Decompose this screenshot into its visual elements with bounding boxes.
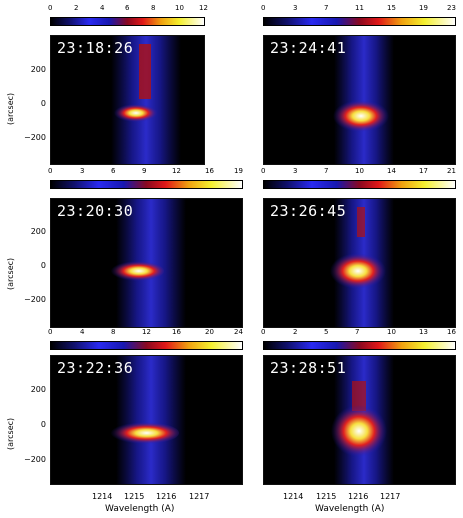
spectral-image-3: 23:20:30 <box>50 198 243 328</box>
cbar-tick-label: 4 <box>100 4 105 12</box>
x-axis-label-left: Wavelength (A) <box>105 504 175 514</box>
cbar-tick-label: 16 <box>205 167 214 175</box>
spectral-image-1: 23:18:26 <box>50 35 205 165</box>
cbar-tick-label: 6 <box>111 167 116 175</box>
spectral-image-4: 23:26:45 <box>263 198 456 328</box>
cbar-tick-label: 3 <box>293 167 298 175</box>
cbar-tick-label: 24 <box>234 328 243 336</box>
spectral-image-6: 23:28:51 <box>263 355 456 485</box>
cbar-tick-label: 12 <box>172 167 181 175</box>
cbar-tick-label: 16 <box>172 328 181 336</box>
intensity-map-3 <box>108 199 186 327</box>
x-tick: 1215 <box>124 492 145 501</box>
cbar-tick-label: 3 <box>80 167 85 175</box>
x-axis-label-right: Wavelength (A) <box>315 504 385 514</box>
cbar-tick-label: 9 <box>142 167 147 175</box>
cbar-tick-label: 7 <box>324 4 329 12</box>
cbar-tick-label: 14 <box>387 167 396 175</box>
cbar-tick-label: 12 <box>142 328 151 336</box>
cbar-tick-label: 15 <box>387 4 396 12</box>
x-tick: 1216 <box>348 492 369 501</box>
colorbar-5 <box>50 341 243 350</box>
cbar-tick-label: 12 <box>199 4 208 12</box>
y-tick: 0 <box>40 99 46 108</box>
y-axis-label-row1: (arcsec) <box>6 92 15 125</box>
y-tick: 200 <box>30 385 46 394</box>
cbar-tick-label: 0 <box>48 167 53 175</box>
spectral-image-5: 23:22:36 <box>50 355 243 485</box>
cbar-tick-label: 0 <box>48 328 53 336</box>
timestamp: 23:20:30 <box>57 202 134 220</box>
spectral-image-2: 23:24:41 <box>263 35 456 165</box>
y-tick: 0 <box>40 261 46 270</box>
cbar-tick-label: 17 <box>419 167 428 175</box>
colorbar-2 <box>263 17 456 26</box>
colorbar-1 <box>50 17 205 26</box>
colorbar-4 <box>263 180 456 189</box>
x-tick: 1216 <box>156 492 177 501</box>
cbar-tick-label: 3 <box>293 4 298 12</box>
cbar-tick-label: 0 <box>261 4 266 12</box>
timestamp: 23:26:45 <box>270 202 347 220</box>
cbar-tick-label: 5 <box>324 328 329 336</box>
x-tick: 1217 <box>380 492 401 501</box>
cbar-tick-label: 0 <box>261 167 266 175</box>
cbar-tick-label: 0 <box>48 4 53 12</box>
intensity-map-1 <box>111 36 181 164</box>
y-tick: −200 <box>24 455 46 464</box>
y-tick: 200 <box>30 227 46 236</box>
colorbar-3 <box>50 180 243 189</box>
cbar-tick-label: 2 <box>74 4 79 12</box>
cbar-tick-label: 23 <box>447 4 456 12</box>
cbar-tick-label: 0 <box>261 328 266 336</box>
cbar-tick-label: 8 <box>111 328 116 336</box>
y-axis-label-row2: (arcsec) <box>6 257 15 290</box>
intensity-map-6 <box>331 356 394 484</box>
intensity-map-4 <box>330 199 394 327</box>
cbar-tick-label: 16 <box>447 328 456 336</box>
x-tick: 1217 <box>189 492 210 501</box>
cbar-tick-label: 8 <box>151 4 156 12</box>
colorbar-6 <box>263 341 456 350</box>
intensity-map-5 <box>107 356 186 484</box>
cbar-tick-label: 11 <box>355 4 364 12</box>
cbar-tick-label: 21 <box>447 167 456 175</box>
cbar-tick-label: 19 <box>234 167 243 175</box>
cbar-tick-label: 13 <box>419 328 428 336</box>
y-axis-label-row3: (arcsec) <box>6 417 15 450</box>
cbar-tick-label: 7 <box>355 328 360 336</box>
cbar-tick-label: 7 <box>324 167 329 175</box>
y-tick: 200 <box>30 65 46 74</box>
y-tick: −200 <box>24 295 46 304</box>
cbar-tick-label: 10 <box>355 167 364 175</box>
intensity-map-2 <box>333 36 394 164</box>
timestamp: 23:22:36 <box>57 359 134 377</box>
cbar-tick-label: 2 <box>293 328 298 336</box>
y-tick: 0 <box>40 420 46 429</box>
cbar-tick-label: 6 <box>125 4 130 12</box>
timestamp: 23:28:51 <box>270 359 347 377</box>
y-tick: −200 <box>24 133 46 142</box>
cbar-tick-label: 19 <box>419 4 428 12</box>
x-tick: 1215 <box>316 492 337 501</box>
cbar-tick-label: 10 <box>387 328 396 336</box>
cbar-tick-label: 20 <box>205 328 214 336</box>
timestamp: 23:18:26 <box>57 39 134 57</box>
cbar-tick-label: 4 <box>80 328 85 336</box>
x-tick: 1214 <box>92 492 113 501</box>
timestamp: 23:24:41 <box>270 39 347 57</box>
x-tick: 1214 <box>283 492 304 501</box>
cbar-tick-label: 10 <box>175 4 184 12</box>
